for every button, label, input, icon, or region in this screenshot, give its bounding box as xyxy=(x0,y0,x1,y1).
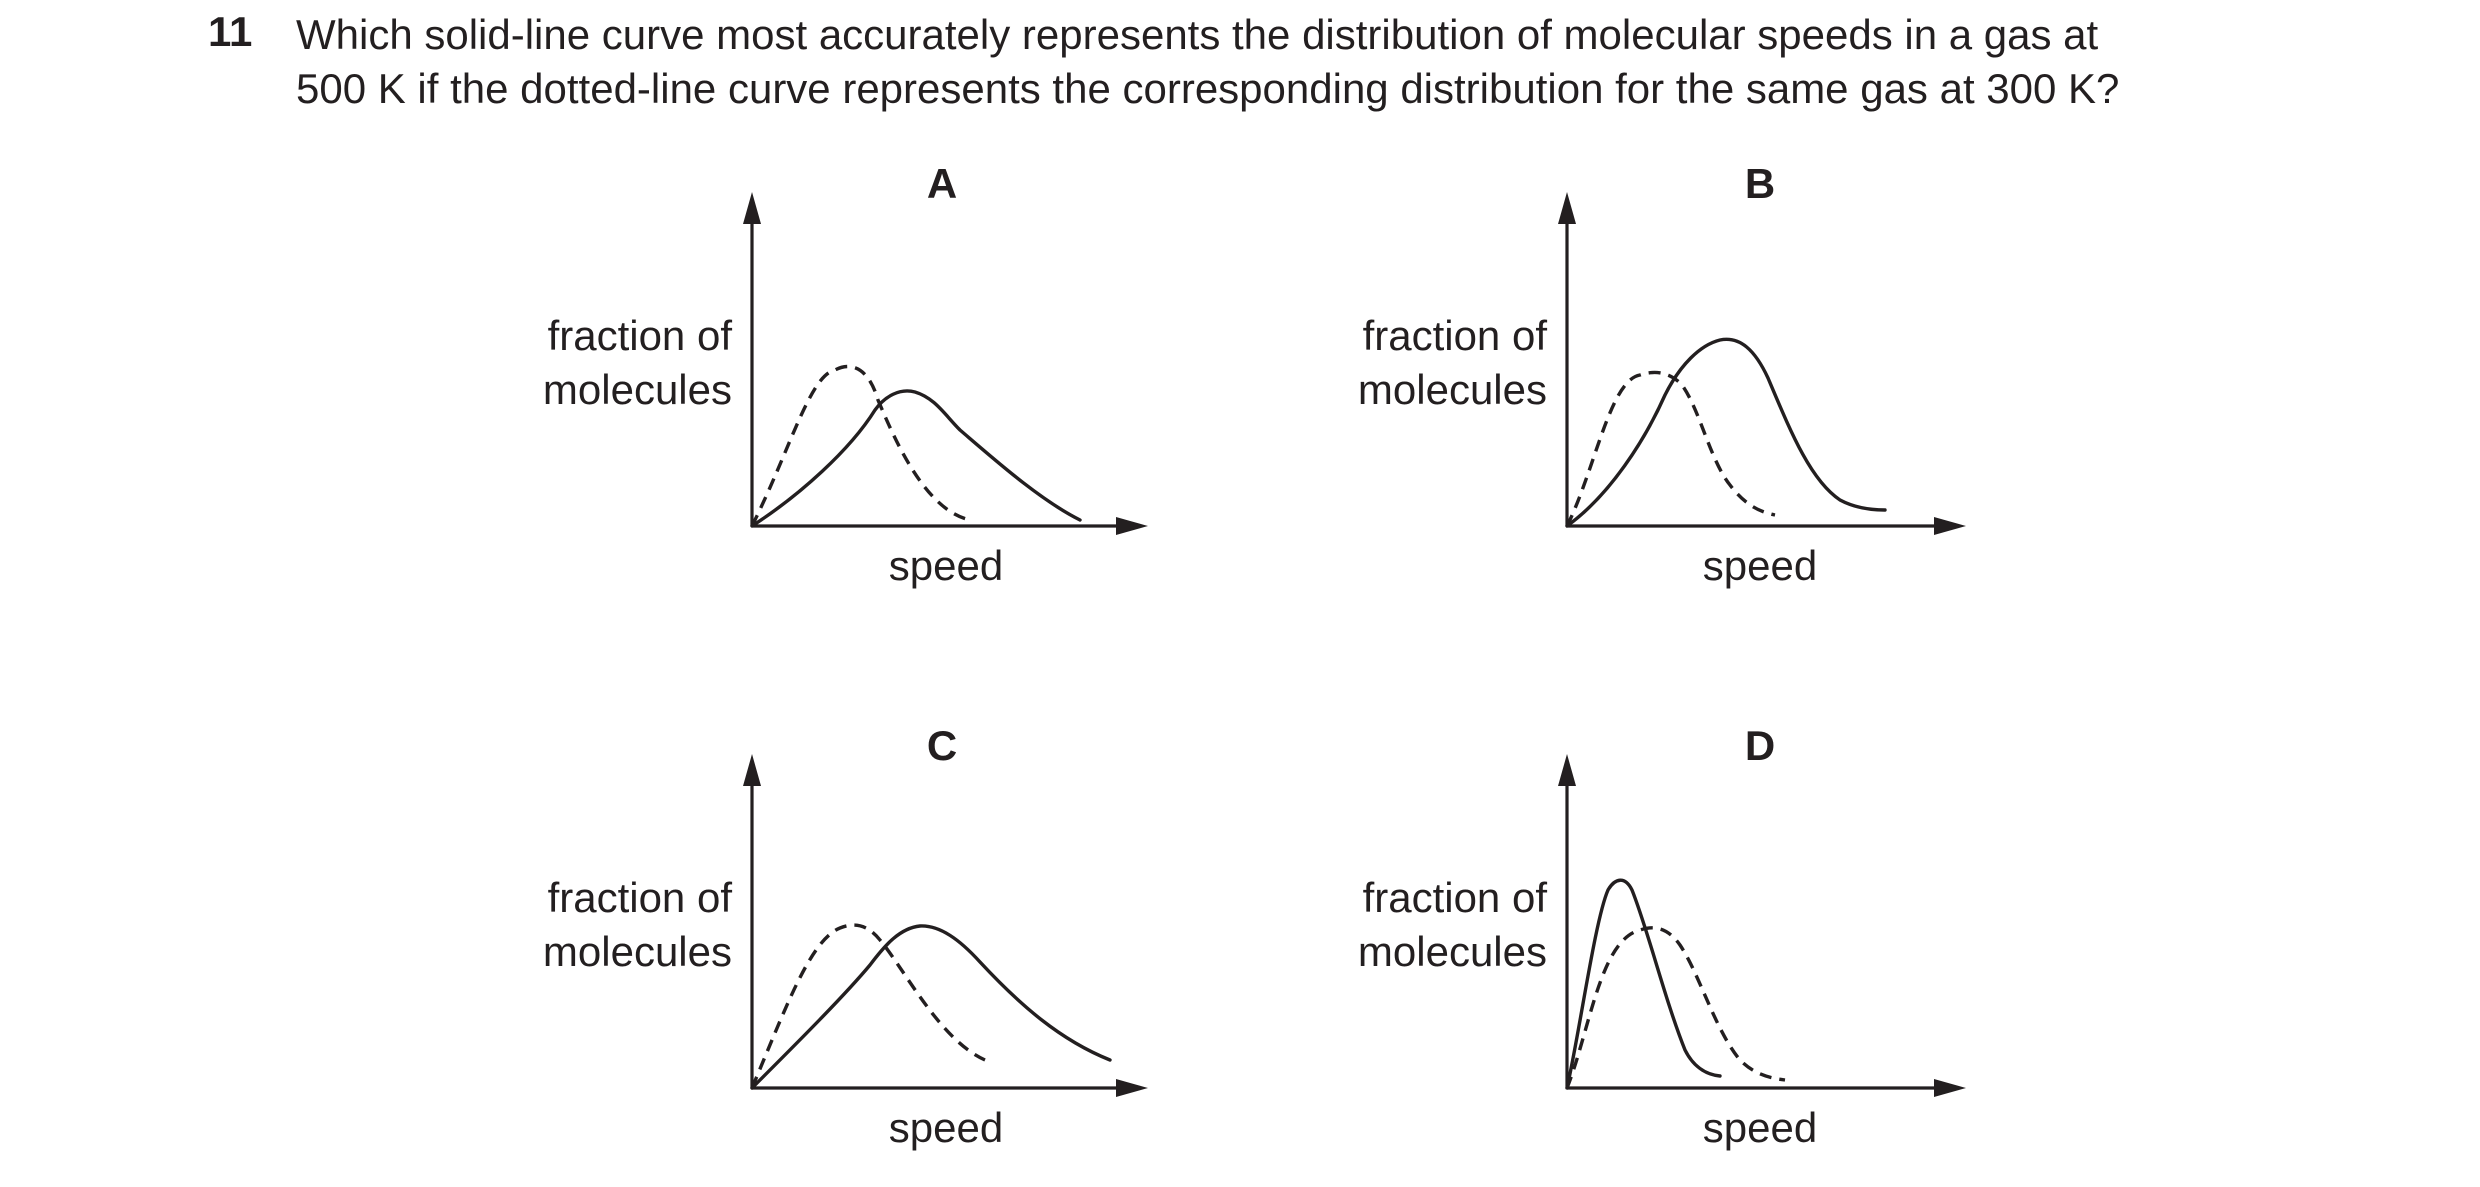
graph-a-xlabel: speed xyxy=(889,542,1003,589)
graph-b-dotted-curve xyxy=(1565,370,1776,527)
graph-c-dotted-curve xyxy=(750,923,986,1089)
graph-d-solid-curve xyxy=(1565,878,1722,1090)
graph-a-ylabel-1: fraction of xyxy=(548,312,733,359)
graph-b-ylabel-1: fraction of xyxy=(1363,312,1548,359)
graph-b-xlabel: speed xyxy=(1703,542,1817,589)
option-a-label: A xyxy=(927,160,957,207)
graph-c-ylabel-1: fraction of xyxy=(548,874,733,921)
graph-d-x-arrow xyxy=(1934,1079,1966,1097)
graph-c-y-arrow xyxy=(743,754,761,786)
graph-d-dotted-curve xyxy=(1565,926,1786,1089)
graph-c-x-arrow xyxy=(1116,1079,1148,1097)
graph-d-ylabel-1: fraction of xyxy=(1363,874,1548,921)
graph-b-ylabel-2: molecules xyxy=(1358,366,1547,413)
graph-b: B fraction of molecules speed xyxy=(1358,160,1966,589)
graph-a-solid-curve xyxy=(750,389,1082,528)
question-line-1: Which solid-line curve most accurately r… xyxy=(296,11,2099,58)
graph-c: C fraction of molecules speed xyxy=(543,722,1148,1151)
option-c-label: C xyxy=(927,722,957,769)
question-number: 11 xyxy=(208,8,253,55)
graph-c-solid-curve xyxy=(750,924,1112,1090)
graph-a-dotted-curve xyxy=(750,364,971,527)
graph-c-xlabel: speed xyxy=(889,1104,1003,1151)
question-line-2: 500 K if the dotted-line curve represent… xyxy=(296,65,2120,112)
graph-b-x-arrow xyxy=(1934,517,1966,535)
graph-a-x-arrow xyxy=(1116,517,1148,535)
graph-b-y-arrow xyxy=(1558,192,1576,224)
graph-d-ylabel-2: molecules xyxy=(1358,928,1547,975)
question-text: Which solid-line curve most accurately r… xyxy=(296,8,2446,116)
graph-a: A fraction of molecules speed xyxy=(543,160,1148,589)
graph-a-ylabel-2: molecules xyxy=(543,366,732,413)
graph-c-ylabel-2: molecules xyxy=(543,928,732,975)
graph-d: D fraction of molecules speed xyxy=(1358,722,1966,1151)
graph-d-xlabel: speed xyxy=(1703,1104,1817,1151)
graph-b-solid-curve xyxy=(1565,337,1887,528)
option-d-label: D xyxy=(1745,722,1775,769)
option-b-label: B xyxy=(1745,160,1775,207)
graph-a-y-arrow xyxy=(743,192,761,224)
graph-d-y-arrow xyxy=(1558,754,1576,786)
